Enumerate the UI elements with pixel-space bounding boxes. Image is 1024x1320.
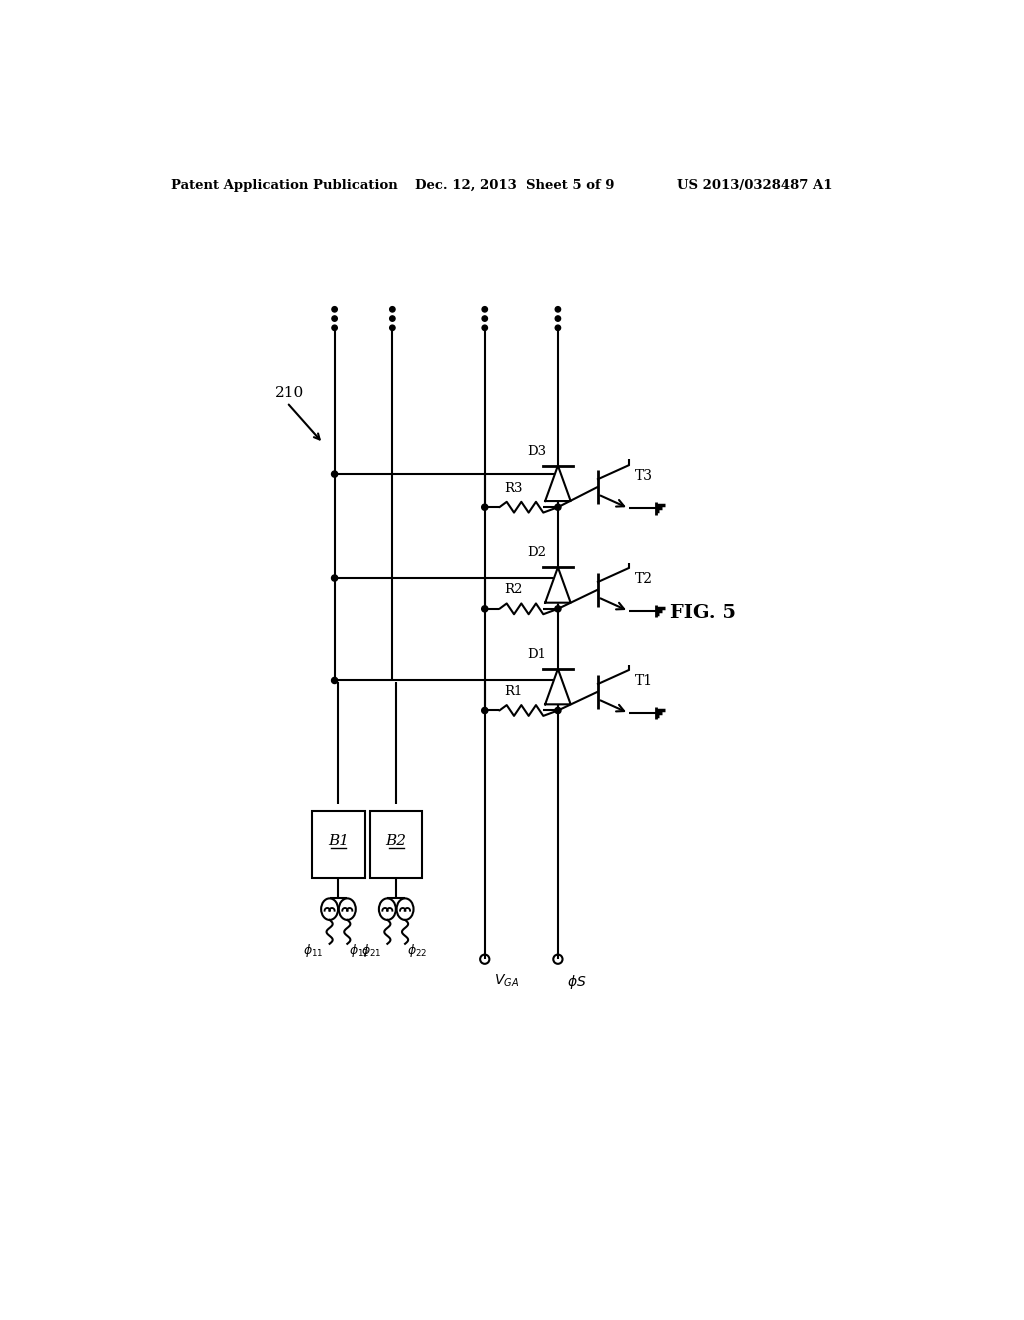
Text: B2: B2 — [386, 834, 407, 847]
Text: T1: T1 — [635, 673, 653, 688]
Circle shape — [555, 306, 560, 312]
Text: 210: 210 — [275, 387, 304, 400]
Ellipse shape — [379, 899, 396, 920]
Circle shape — [555, 606, 561, 612]
Circle shape — [390, 315, 395, 321]
Circle shape — [332, 306, 337, 312]
Text: $\phi_{12}$: $\phi_{12}$ — [349, 941, 370, 958]
Circle shape — [390, 325, 395, 330]
Polygon shape — [545, 568, 570, 603]
Text: $\phi_{11}$: $\phi_{11}$ — [303, 941, 324, 958]
Circle shape — [332, 325, 337, 330]
Text: Dec. 12, 2013  Sheet 5 of 9: Dec. 12, 2013 Sheet 5 of 9 — [416, 178, 615, 191]
Circle shape — [332, 315, 337, 321]
Bar — [312, 810, 365, 878]
Polygon shape — [545, 669, 570, 705]
Circle shape — [332, 677, 338, 684]
Text: $\phi S$: $\phi S$ — [567, 973, 587, 991]
Circle shape — [482, 306, 487, 312]
Circle shape — [555, 504, 561, 511]
Bar — [370, 810, 422, 878]
Ellipse shape — [322, 899, 338, 920]
Text: T2: T2 — [635, 572, 653, 586]
Text: $V_{GA}$: $V_{GA}$ — [494, 973, 519, 990]
Circle shape — [482, 315, 487, 321]
Ellipse shape — [339, 899, 355, 920]
Ellipse shape — [396, 899, 414, 920]
Circle shape — [481, 504, 487, 511]
Text: FIG. 5: FIG. 5 — [670, 603, 735, 622]
Text: R2: R2 — [505, 583, 523, 597]
Polygon shape — [545, 466, 570, 502]
Text: $\phi_{21}$: $\phi_{21}$ — [360, 941, 381, 958]
Text: D3: D3 — [526, 445, 546, 458]
Text: R3: R3 — [505, 482, 523, 495]
Circle shape — [555, 325, 560, 330]
Circle shape — [481, 606, 487, 612]
Circle shape — [555, 708, 561, 714]
Circle shape — [332, 576, 338, 581]
Text: D1: D1 — [527, 648, 546, 661]
Circle shape — [332, 471, 338, 478]
Text: B1: B1 — [328, 834, 349, 847]
Text: Patent Application Publication: Patent Application Publication — [171, 178, 397, 191]
Circle shape — [555, 315, 560, 321]
Text: T3: T3 — [635, 469, 653, 483]
Circle shape — [390, 306, 395, 312]
Text: $\phi_{22}$: $\phi_{22}$ — [407, 941, 427, 958]
Circle shape — [481, 708, 487, 714]
Text: R1: R1 — [505, 685, 523, 698]
Text: US 2013/0328487 A1: US 2013/0328487 A1 — [677, 178, 833, 191]
Text: D2: D2 — [527, 546, 546, 560]
Circle shape — [482, 325, 487, 330]
